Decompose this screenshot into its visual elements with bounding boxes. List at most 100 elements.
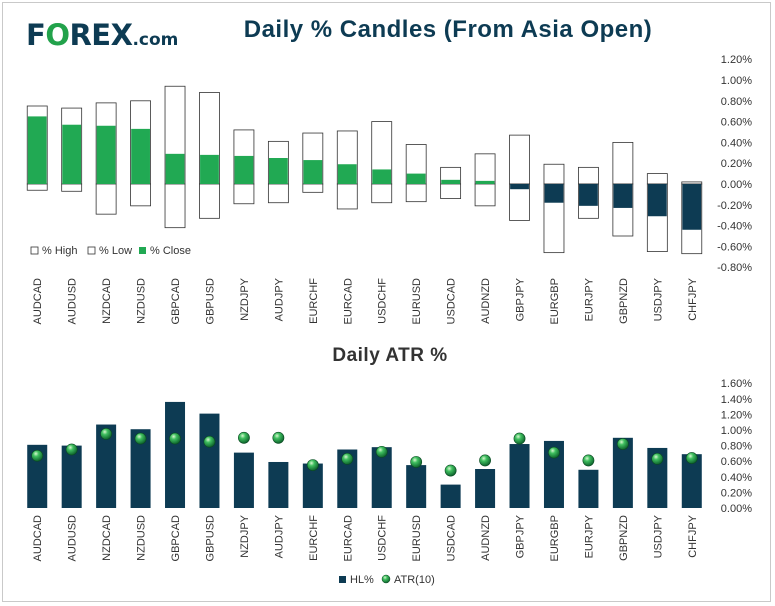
- atr-marker-nzdcad: [100, 427, 113, 440]
- close-bar-nzdusd: [131, 128, 150, 184]
- close-bar-usdjpy: [647, 184, 667, 217]
- low-bar-usdcad: [440, 183, 462, 199]
- atr-marker-chfjpy: [685, 452, 698, 464]
- atr-category-label: AUDUSD: [67, 515, 79, 562]
- legend-hl-swatch: [339, 576, 346, 583]
- atr-y-tick: 0.60%: [721, 456, 752, 468]
- close-bar-gbpjpy: [510, 184, 529, 190]
- candle-category-label: AUDCAD: [32, 278, 44, 325]
- low-bar-eurcad: [336, 183, 358, 210]
- hl-bar-gbpcad: [165, 401, 186, 508]
- atr-category-label: NZDJPY: [239, 514, 251, 557]
- candle-y-tick: -0.40%: [717, 221, 752, 233]
- atr-category-label: AUDNZD: [480, 515, 492, 561]
- candle-category-label: EURCAD: [342, 278, 354, 325]
- atr-marker-audjpy: [272, 431, 285, 444]
- hl-bar-nzdusd: [130, 429, 151, 508]
- atr-marker-gbpnzd: [616, 438, 629, 450]
- atr-category-label: GBPJPY: [515, 514, 527, 558]
- candle-y-tick: 0.20%: [721, 158, 752, 170]
- atr-marker-eurjpy: [582, 454, 595, 467]
- candle-category-label: AUDJPY: [273, 277, 285, 321]
- candle-category-label: EURGBP: [549, 278, 561, 324]
- atr-category-label: GBPNZD: [618, 515, 630, 561]
- candle-y-tick: 0.40%: [721, 137, 752, 149]
- logo-o: O: [45, 18, 70, 52]
- close-bar-audcad: [27, 116, 47, 184]
- hl-bar-gbpusd: [199, 413, 220, 508]
- atr-marker-nzdjpy: [238, 431, 250, 444]
- close-bar-nzdcad: [96, 125, 116, 184]
- candle-y-tick: 1.00%: [721, 75, 752, 87]
- close-bar-audusd: [62, 124, 82, 184]
- candles-chart-title: Daily % Candles (From Asia Open): [243, 16, 653, 43]
- close-bar-eurcad: [337, 164, 357, 184]
- atr-category-label: GBPCAD: [170, 515, 182, 562]
- atr-category-label: EURCAD: [342, 515, 354, 562]
- atr-marker-gbpusd: [203, 435, 216, 448]
- legend-close-swatch: [139, 247, 146, 254]
- close-bar-nzdjpy: [234, 155, 254, 184]
- high-bar-gbpnzd: [612, 141, 634, 185]
- hl-bar-usdjpy: [647, 447, 668, 508]
- legend-hl-label: HL%: [350, 574, 374, 586]
- atr-marker-eurgbp: [548, 446, 560, 459]
- candle-category-label: GBPCAD: [170, 278, 182, 325]
- atr-y-tick: 1.60%: [721, 378, 752, 390]
- close-bar-eurusd: [406, 173, 426, 184]
- legend-high-swatch: [30, 246, 39, 255]
- legend-low-label: % Low: [99, 245, 132, 257]
- close-bar-usdchf: [372, 169, 392, 184]
- close-bar-gbpcad: [165, 153, 185, 184]
- hl-bar-gbpjpy: [509, 444, 530, 508]
- close-bar-audnzd: [475, 180, 495, 184]
- candle-y-tick: -0.80%: [717, 262, 752, 274]
- hl-bar-audcad: [27, 444, 48, 508]
- close-bar-gbpnzd: [613, 184, 633, 208]
- hl-bar-usdcad: [440, 484, 461, 508]
- hl-bar-eurusd: [406, 465, 427, 508]
- atr-marker-audnzd: [479, 454, 491, 467]
- candle-y-tick: -0.20%: [717, 200, 752, 212]
- hl-bar-audnzd: [475, 469, 496, 508]
- low-bar-gbpjpy: [509, 183, 530, 221]
- high-bar-audnzd: [474, 153, 496, 185]
- atr-category-label: USDCHF: [377, 515, 389, 561]
- atr-category-label: EURCHF: [308, 515, 320, 561]
- low-bar-eurusd: [405, 183, 427, 203]
- close-bar-usdcad: [441, 179, 461, 184]
- atr-marker-eurusd: [410, 456, 423, 468]
- low-bar-audnzd: [474, 183, 496, 207]
- atr-category-label: CHFJPY: [687, 514, 699, 557]
- close-bar-eurchf: [303, 160, 323, 184]
- candle-y-tick: -0.60%: [717, 241, 752, 253]
- close-bar-audjpy: [268, 158, 288, 184]
- hl-bar-eurcad: [337, 449, 358, 508]
- candle-y-tick: 1.20%: [721, 54, 752, 66]
- atr-marker-usdchf: [375, 445, 388, 458]
- legend-atr-label: ATR(10): [394, 574, 435, 586]
- low-bar-nzdcad: [95, 183, 117, 215]
- close-bar-gbpusd: [200, 154, 219, 184]
- low-bar-audcad: [26, 183, 48, 191]
- legend-close-label: % Close: [150, 245, 191, 257]
- candle-category-label: NZDCAD: [101, 278, 113, 324]
- hl-bar-gbpnzd: [612, 437, 633, 508]
- high-bar-eurgbp: [543, 163, 565, 185]
- atr-marker-gbpcad: [169, 432, 181, 445]
- candle-category-label: AUDUSD: [67, 278, 79, 325]
- legend-atr-marker: [381, 574, 391, 584]
- atr-category-label: NZDUSD: [136, 515, 148, 561]
- atr-marker-gbpjpy: [513, 432, 526, 445]
- atr-category-label: USDCAD: [446, 515, 458, 562]
- candle-category-label: CHFJPY: [687, 277, 699, 320]
- atr-category-label: NZDCAD: [101, 515, 113, 561]
- hl-bar-eurchf: [302, 463, 323, 508]
- high-bar-gbpjpy: [509, 134, 530, 185]
- forex-logo: FOREX.com: [26, 18, 178, 52]
- candle-category-label: GBPNZD: [618, 278, 630, 324]
- close-bar-eurjpy: [579, 184, 598, 206]
- hl-bar-nzdjpy: [233, 452, 254, 508]
